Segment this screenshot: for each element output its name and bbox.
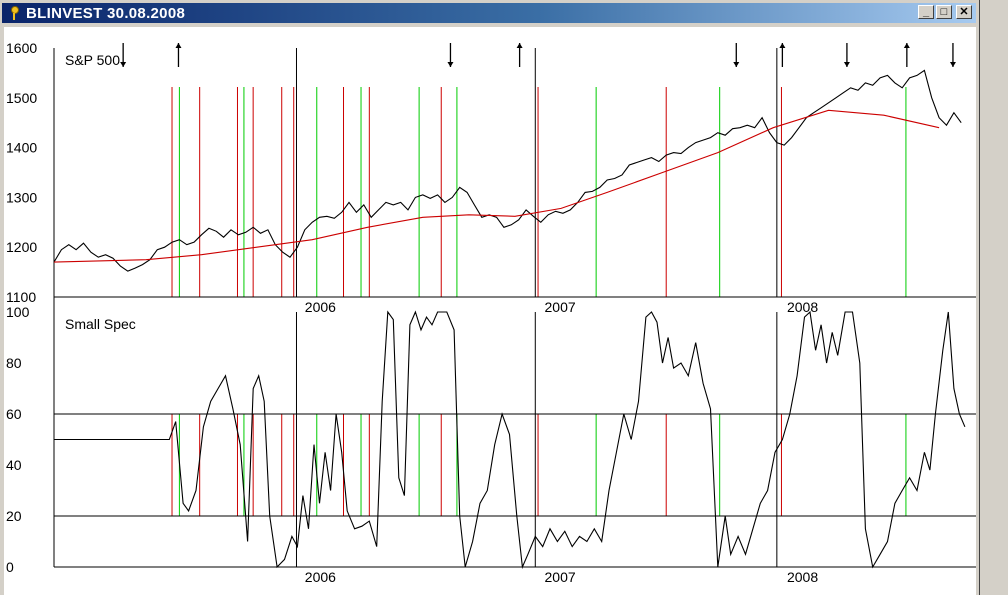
down-arrowhead-icon <box>949 62 956 67</box>
series-line <box>54 310 966 570</box>
y-tick-label: 1100 <box>6 289 36 305</box>
app-icon[interactable] <box>6 5 22 21</box>
app-window: BLINVEST 30.08.2008 _ □ ✕ 1100 1200 1300 14… <box>0 0 980 595</box>
y-tick-label: 40 <box>6 457 22 473</box>
chart-area: 1100 1200 1300 1400 1500 1600 2006 2007 2008 S&P … <box>4 27 976 595</box>
down-arrowhead-icon <box>120 62 127 67</box>
close-icon: ✕ <box>959 6 969 18</box>
y-tick-label: 1600 <box>6 40 37 56</box>
chart-canvas: 1100 1200 1300 1400 1500 1600 2006 2007 2008 S&P … <box>6 40 976 585</box>
y-tick-label: 0 <box>6 559 14 575</box>
year-label: 2008 <box>787 569 818 585</box>
y-tick-label: 1400 <box>6 140 37 156</box>
maximize-icon: □ <box>940 6 948 18</box>
y-tick-label: 20 <box>6 508 22 524</box>
y-tick-label: 100 <box>6 304 30 320</box>
up-arrowhead-icon <box>175 43 182 48</box>
close-button[interactable]: ✕ <box>956 5 972 19</box>
y-tick-label: 1300 <box>6 189 37 205</box>
series-line <box>53 69 962 272</box>
year-label: 2007 <box>545 299 576 315</box>
year-label: 2008 <box>787 299 818 315</box>
y-tick-label: 60 <box>6 406 22 422</box>
y-tick-label: 1500 <box>6 90 37 106</box>
down-arrowhead-icon <box>447 62 454 67</box>
y-tick-label: 1200 <box>6 239 37 255</box>
year-label: 2006 <box>305 299 336 315</box>
down-arrowhead-icon <box>733 62 740 67</box>
y-tick-label: 80 <box>6 355 22 371</box>
series-line <box>53 109 940 263</box>
down-arrowhead-icon <box>843 62 850 67</box>
window-controls: _ □ ✕ <box>918 5 972 19</box>
minimize-icon: _ <box>922 6 930 18</box>
minimize-button[interactable]: _ <box>918 5 934 19</box>
year-label: 2007 <box>545 569 576 585</box>
panel-title: S&P 500 <box>65 52 120 68</box>
window-title: BLINVEST 30.08.2008 <box>26 4 186 22</box>
panel-title: Small Spec <box>65 316 136 332</box>
maximize-button[interactable]: □ <box>936 5 952 19</box>
title-bar[interactable]: BLINVEST 30.08.2008 _ □ ✕ <box>2 3 976 23</box>
up-arrowhead-icon <box>779 43 786 48</box>
up-arrowhead-icon <box>903 43 910 48</box>
up-arrowhead-icon <box>516 43 523 48</box>
year-label: 2006 <box>305 569 336 585</box>
